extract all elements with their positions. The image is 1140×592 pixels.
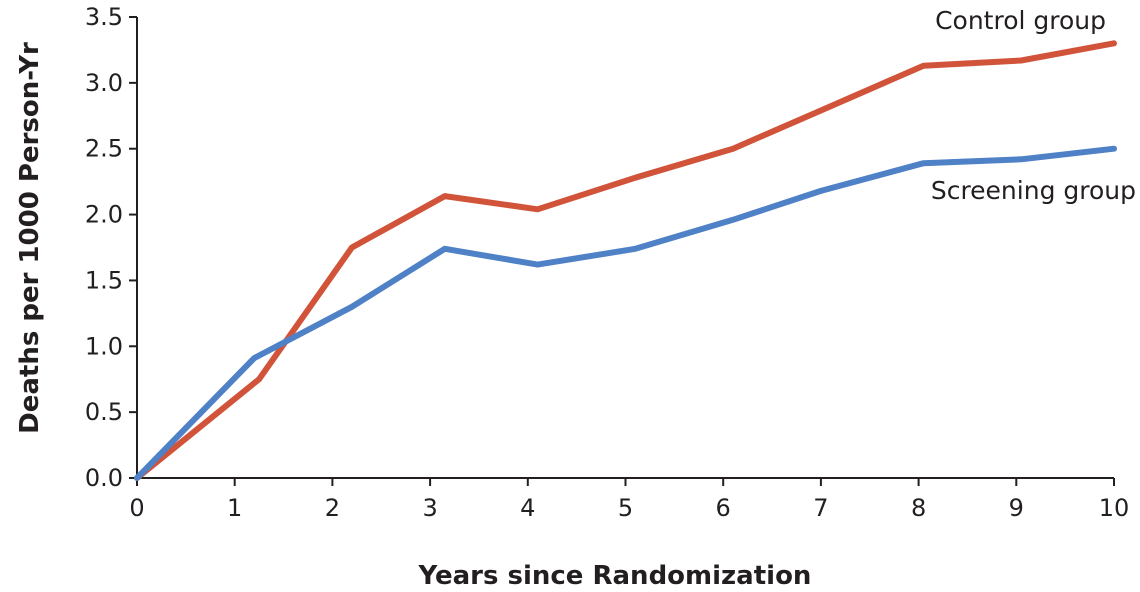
series-label-control: Control group — [935, 6, 1106, 35]
x-tick-label: 2 — [325, 494, 340, 522]
y-ticks: 0.0 0.5 1.0 1.5 2.0 2.5 3.0 3.5 — [85, 3, 137, 492]
x-tick-label: 1 — [227, 494, 242, 522]
series-label-screening: Screening group — [931, 176, 1136, 205]
y-axis-title: Deaths per 1000 Person-Yr — [15, 42, 45, 434]
x-tick-label: 6 — [716, 494, 731, 522]
x-ticks: 0 1 2 3 4 5 6 7 8 9 10 — [129, 478, 1129, 522]
x-tick-label: 0 — [129, 494, 144, 522]
y-tick-label: 2.0 — [85, 201, 123, 229]
x-tick-label: 3 — [422, 494, 437, 522]
x-axis-title: Years since Randomization — [418, 561, 812, 591]
y-tick-label: 0.5 — [85, 398, 123, 426]
y-tick-label: 0.0 — [85, 464, 123, 492]
x-tick-label: 4 — [520, 494, 535, 522]
x-tick-label: 10 — [1099, 494, 1130, 522]
y-tick-label: 1.0 — [85, 332, 123, 360]
x-tick-label: 9 — [1009, 494, 1024, 522]
series-lines — [134, 40, 1117, 481]
x-tick-label: 8 — [911, 494, 926, 522]
control-group-line — [134, 40, 1117, 481]
x-tick-label: 7 — [813, 494, 828, 522]
y-tick-label: 2.5 — [85, 135, 123, 163]
y-tick-label: 1.5 — [85, 266, 123, 294]
y-tick-label: 3.5 — [85, 3, 123, 31]
screening-group-line — [134, 145, 1117, 481]
y-tick-label: 3.0 — [85, 69, 123, 97]
x-tick-label: 5 — [618, 494, 633, 522]
